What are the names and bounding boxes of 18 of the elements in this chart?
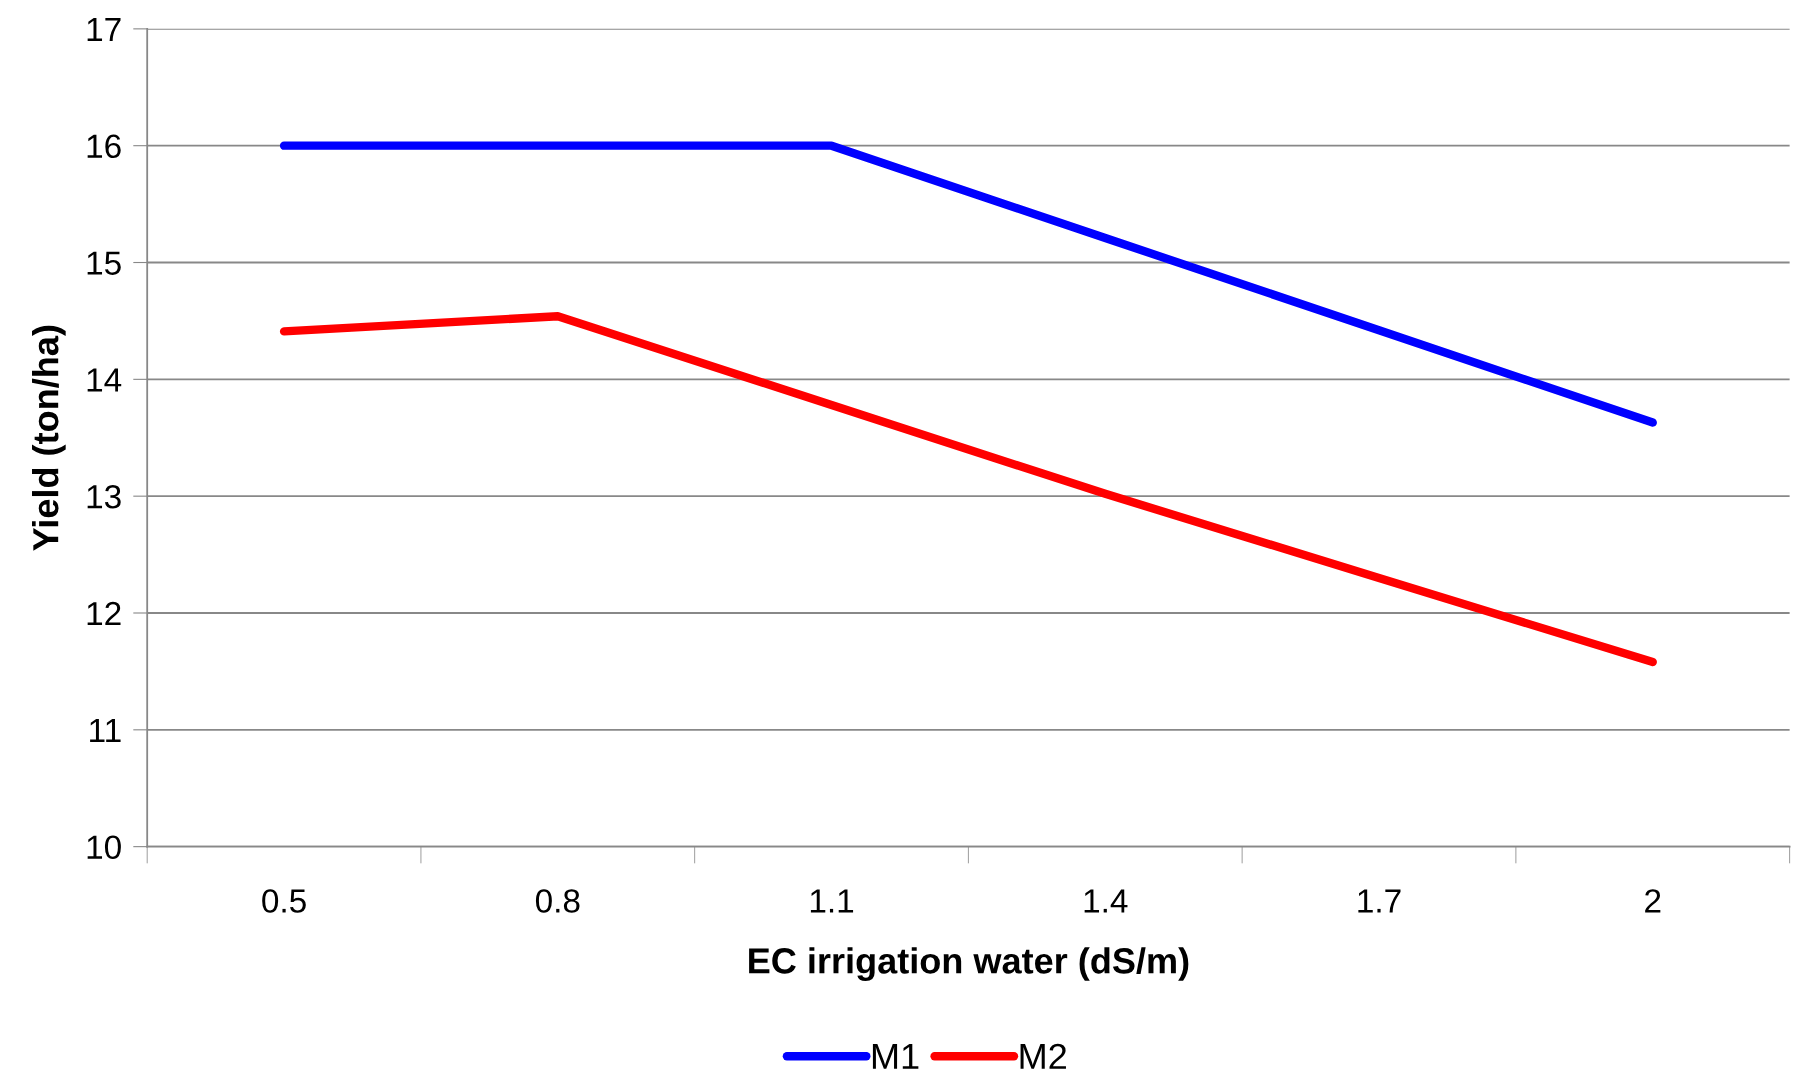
x-tick-label: 1.1 [810, 889, 854, 913]
x-tick-label: 1.7 [1358, 889, 1401, 913]
legend-label: M2 [1020, 1043, 1066, 1069]
y-axis-title: Yield (ton/ha) [32, 325, 66, 551]
x-tick-label: 0.8 [535, 889, 580, 913]
y-tick-label: 11 [90, 718, 121, 742]
y-tick-label: 12 [87, 601, 121, 626]
y-tick-label: 10 [87, 835, 121, 860]
y-tick-label: 13 [87, 484, 121, 509]
x-tick-label: 0.5 [262, 889, 306, 913]
x-axis-title: EC irrigation water (dS/m) [749, 947, 1189, 981]
y-tick-label: 15 [87, 251, 121, 275]
legend-label: M1 [872, 1044, 919, 1069]
y-tick-label: 14 [87, 368, 122, 392]
y-tick-label: 16 [87, 134, 121, 159]
x-tick-label: 2 [1645, 889, 1661, 913]
y-tick-label: 17 [87, 18, 121, 41]
x-tick-label: 1.4 [1084, 889, 1128, 913]
